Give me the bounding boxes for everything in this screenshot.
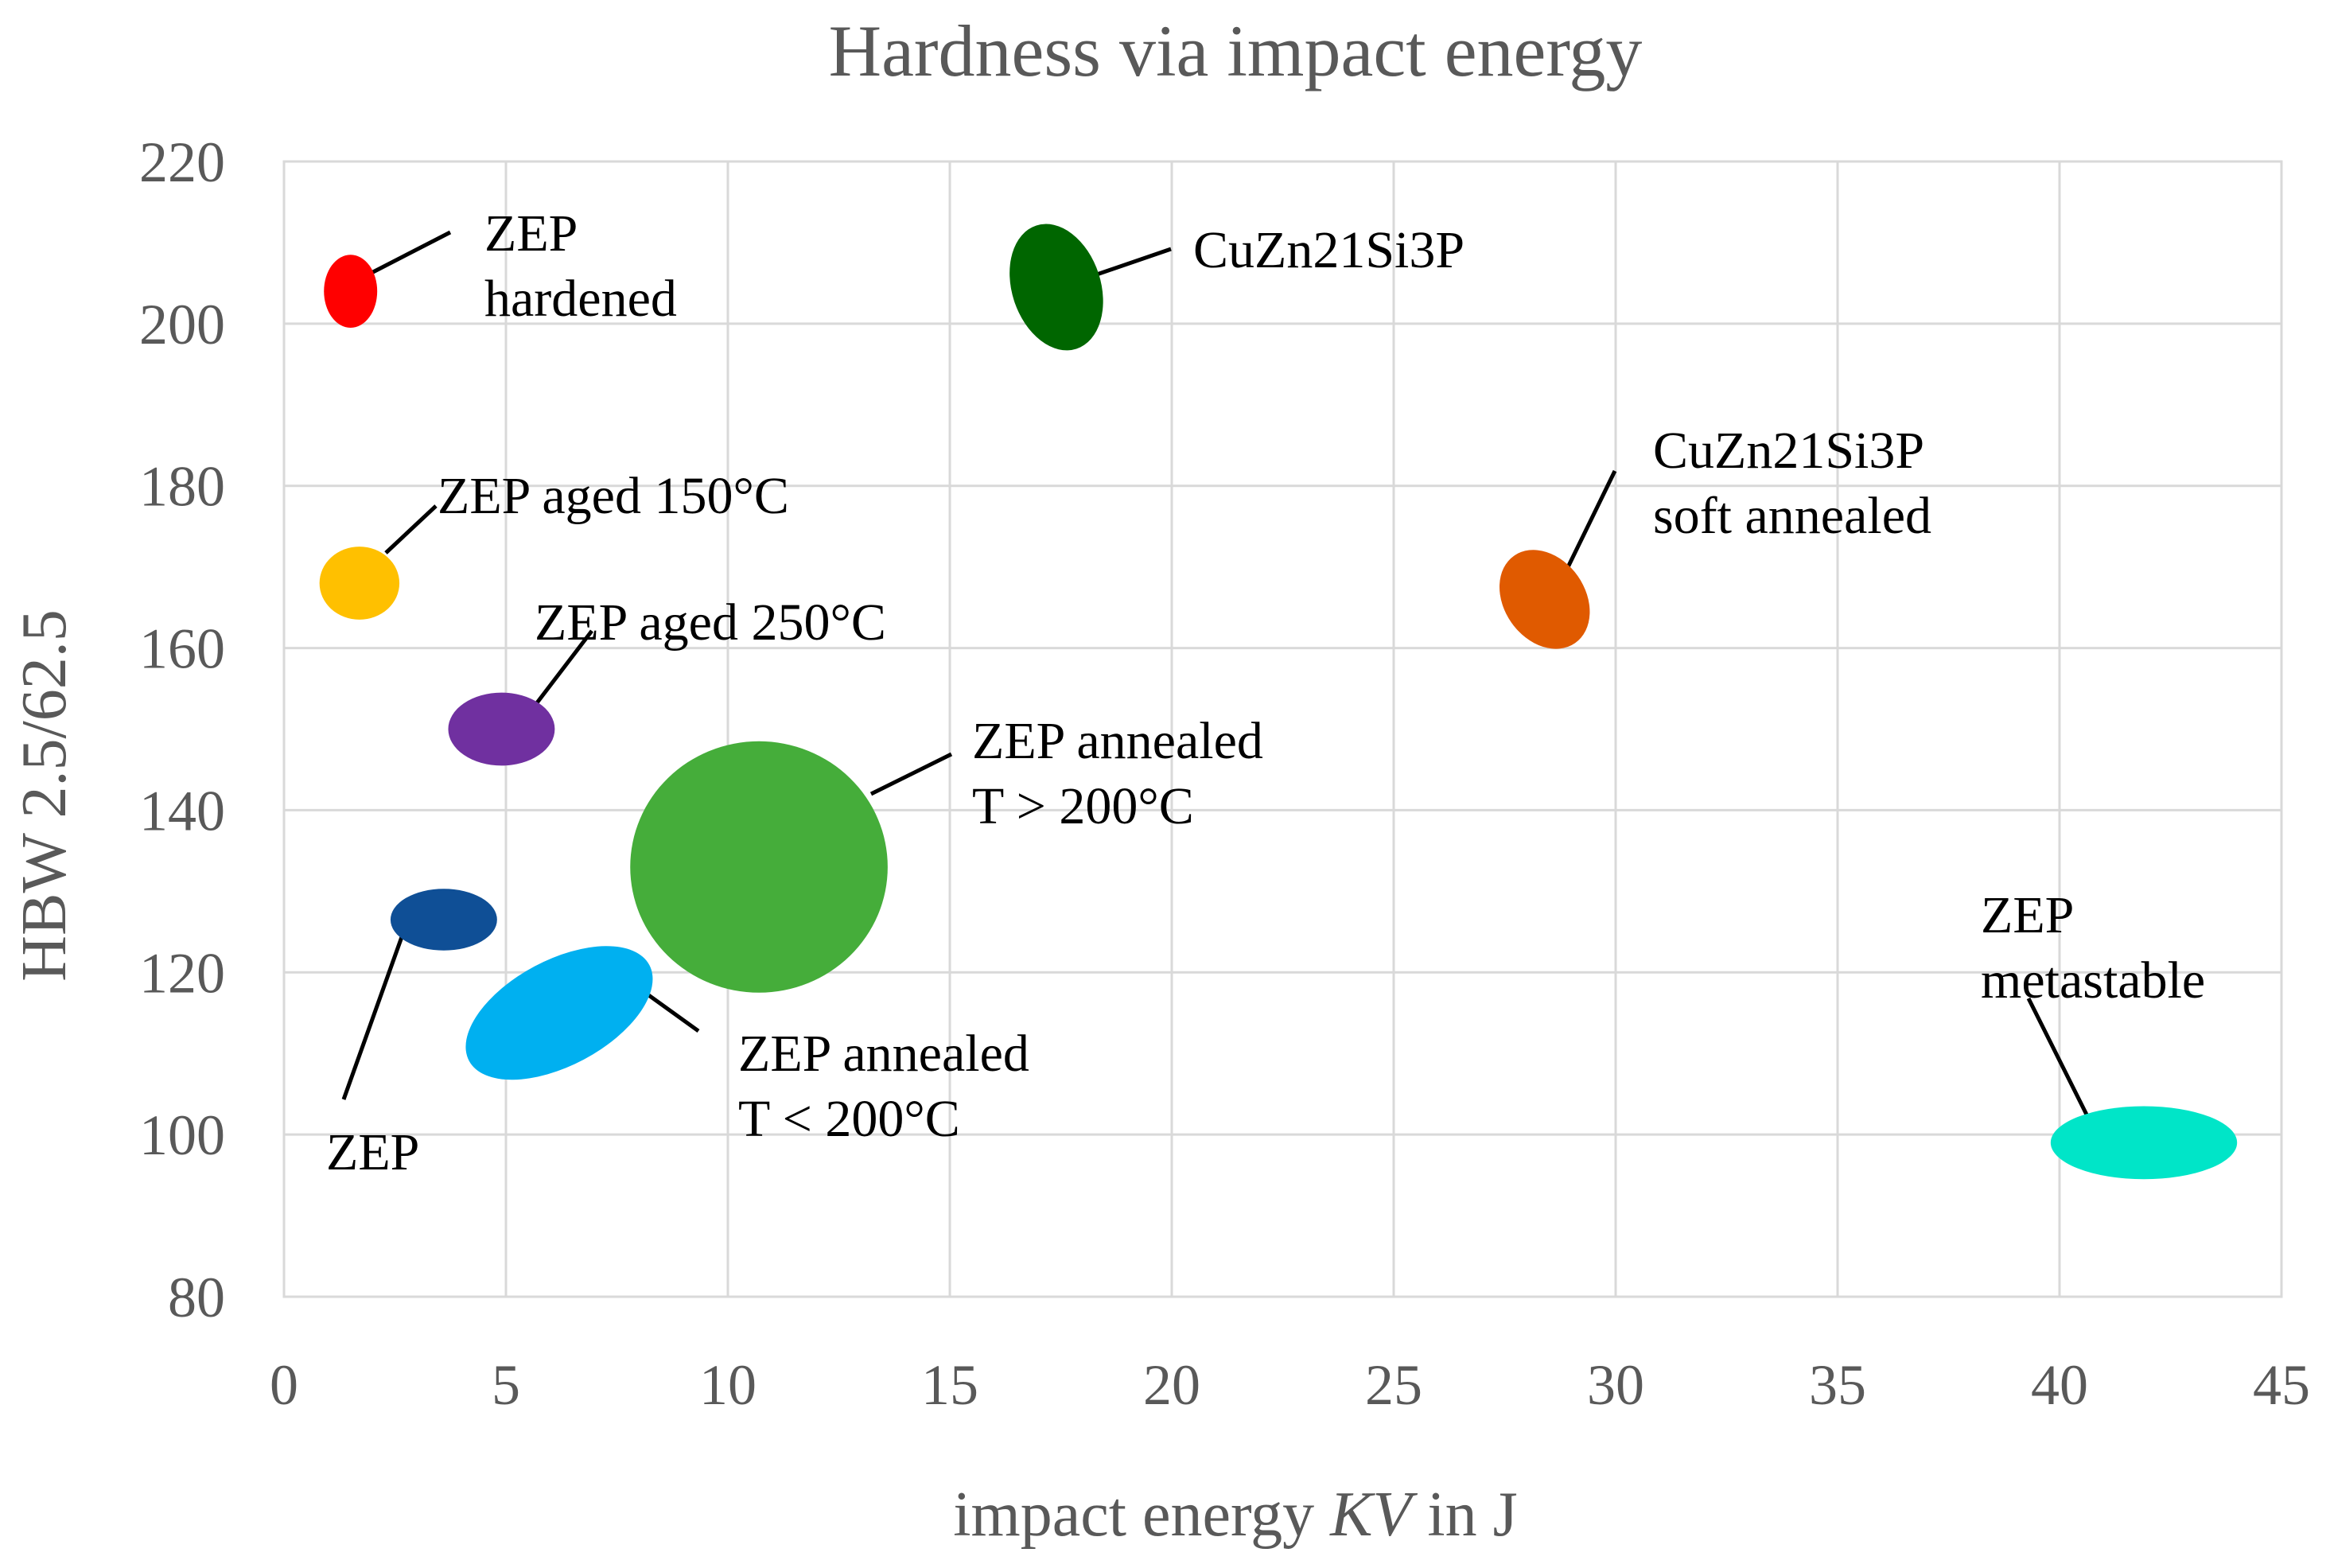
leader-line [1089, 247, 1172, 279]
point-label: ZEP annealed T > 200°C [972, 712, 1263, 835]
point-label: CuZn21Si3P [1193, 221, 1465, 279]
leader-line [384, 504, 438, 554]
point-label: ZEP metastable [1981, 886, 2205, 1010]
x-tick-label: 25 [1365, 1353, 1422, 1417]
y-tick-label: 80 [168, 1266, 225, 1329]
point-label-line: ZEP [484, 204, 578, 263]
y-tick-label: 200 [139, 293, 225, 356]
leader-line [531, 629, 593, 710]
data-point [1009, 224, 1103, 351]
point-label-line: soft annealed [1653, 487, 1931, 545]
x-tick-label: 20 [1143, 1353, 1200, 1417]
data-points [319, 224, 2238, 1180]
chart-title: Hardness via impact energy [829, 10, 1643, 91]
x-tick-label: 30 [1587, 1353, 1644, 1417]
point-label: ZEP [326, 1123, 419, 1181]
y-tick-label: 160 [139, 617, 225, 681]
point-labels: ZEP hardened CuZn21Si3P ZEP aged 150°C CuZn2… [326, 204, 2205, 1181]
grid [282, 160, 2283, 1298]
x-tick-label: 15 [921, 1353, 978, 1417]
data-point [630, 741, 888, 993]
leader-line [2026, 997, 2090, 1118]
leader-line [341, 934, 405, 1100]
point-label-line: ZEP aged 250°C [535, 593, 886, 652]
point-label: CuZn21Si3P soft annealed [1653, 422, 1931, 545]
leader-line [1565, 469, 1617, 570]
y-tick-label: 100 [139, 1103, 225, 1167]
point-label-line: ZEP aged 150°C [438, 467, 789, 525]
x-tick-label: 0 [270, 1353, 298, 1417]
point-label-line: CuZn21Si3P [1193, 221, 1465, 279]
x-tick-label: 10 [699, 1353, 757, 1417]
x-axis-ticks: 0 5 10 15 20 25 30 35 40 45 [270, 1353, 2310, 1417]
x-tick-label: 5 [492, 1353, 520, 1417]
leader-line [368, 230, 452, 276]
point-label-line: T < 200°C [738, 1090, 960, 1148]
plot-area [282, 160, 2283, 1298]
point-label-line: T > 200°C [972, 777, 1194, 835]
y-tick-label: 180 [139, 455, 225, 519]
data-point [2050, 1106, 2238, 1180]
point-label-line: CuZn21Si3P [1653, 422, 1924, 480]
data-point [1499, 550, 1590, 649]
point-label-line: ZEP annealed [972, 712, 1263, 770]
data-point [319, 547, 400, 620]
data-point [324, 255, 378, 328]
x-axis-title-variable: KV [1329, 1480, 1418, 1550]
y-tick-label: 120 [139, 941, 225, 1005]
x-axis-title: impact energy KV in J [953, 1480, 1518, 1550]
y-tick-label: 220 [139, 130, 225, 194]
point-label-line: ZEP [1981, 886, 2074, 944]
point-label: ZEP aged 150°C [438, 467, 789, 525]
x-axis-title-unit: in J [1411, 1480, 1517, 1550]
x-tick-label: 35 [1809, 1353, 1866, 1417]
y-tick-label: 140 [139, 779, 225, 842]
y-axis-title: HBW 2.5/62.5 [10, 609, 80, 981]
point-label: ZEP hardened [484, 204, 677, 328]
leader-line [869, 752, 953, 796]
data-point [390, 889, 497, 951]
point-label-line: ZEP [326, 1123, 419, 1181]
point-label: ZEP annealed T < 200°C [738, 1025, 1029, 1148]
point-label: ZEP aged 250°C [535, 593, 886, 652]
x-axis-title-prefix: impact energy [953, 1480, 1330, 1550]
point-label-line: hardened [484, 270, 677, 328]
data-point [465, 946, 653, 1080]
point-label-line: metastable [1981, 951, 2205, 1010]
x-tick-label: 45 [2253, 1353, 2310, 1417]
y-axis-ticks: 80 100 120 140 160 180 200 220 [139, 130, 225, 1329]
point-label-line: ZEP annealed [738, 1025, 1029, 1083]
data-point [448, 692, 555, 766]
x-tick-label: 40 [2031, 1353, 2088, 1417]
leader-lines [341, 230, 2090, 1118]
